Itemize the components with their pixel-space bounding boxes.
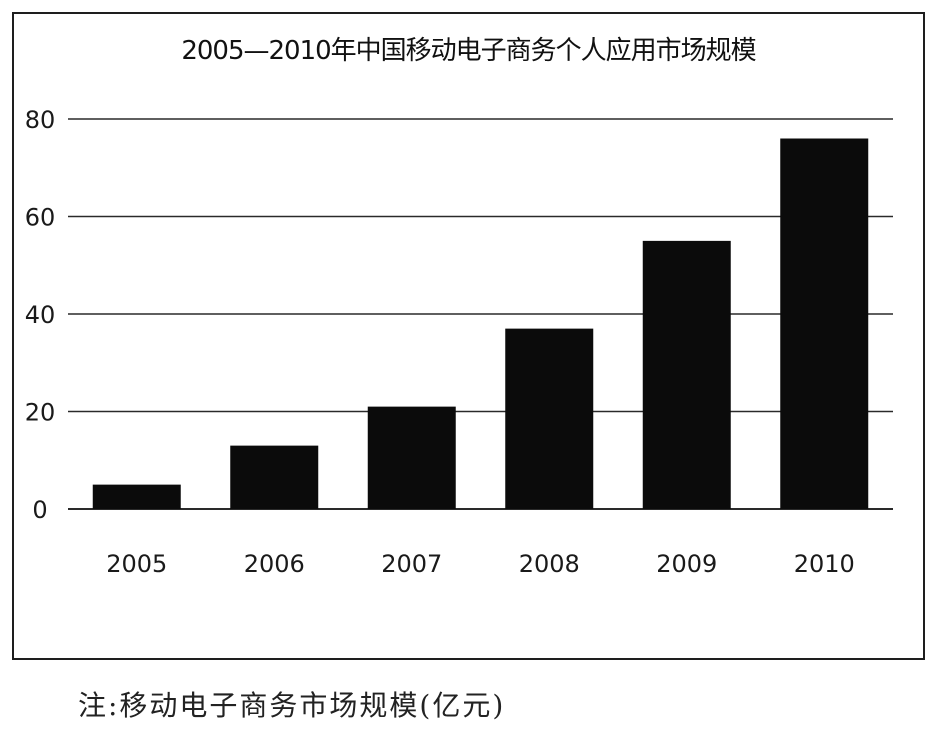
y-tick-label: 40 [25,301,56,329]
bar-2006 [230,445,319,509]
x-axis-ticks: 2005 2006 2007 2008 2009 2010 [106,550,855,578]
bar-2010 [780,138,869,509]
x-tick-label: 2010 [794,550,855,578]
y-tick-label: 0 [32,496,47,524]
x-tick-label: 2005 [106,550,167,578]
bar-2007 [367,406,456,509]
x-tick-label: 2007 [381,550,442,578]
x-tick-label: 2006 [244,550,305,578]
bar-2008 [505,328,594,509]
bar-2005 [92,484,181,509]
y-tick-label: 80 [25,106,56,134]
y-axis-ticks: 0 20 40 60 80 [25,106,56,524]
chart-title: 2005—2010年中国移动电子商务个人应用市场规模 [181,36,756,66]
bars [92,138,869,509]
footnote: 注:移动电子商务市场规模(亿元) [78,689,506,722]
x-tick-label: 2009 [656,550,717,578]
y-tick-label: 20 [25,399,56,427]
x-tick-label: 2008 [519,550,580,578]
y-tick-label: 60 [25,204,56,232]
bar-2009 [642,240,731,509]
chart-frame [12,12,925,660]
gridlines [68,118,893,510]
